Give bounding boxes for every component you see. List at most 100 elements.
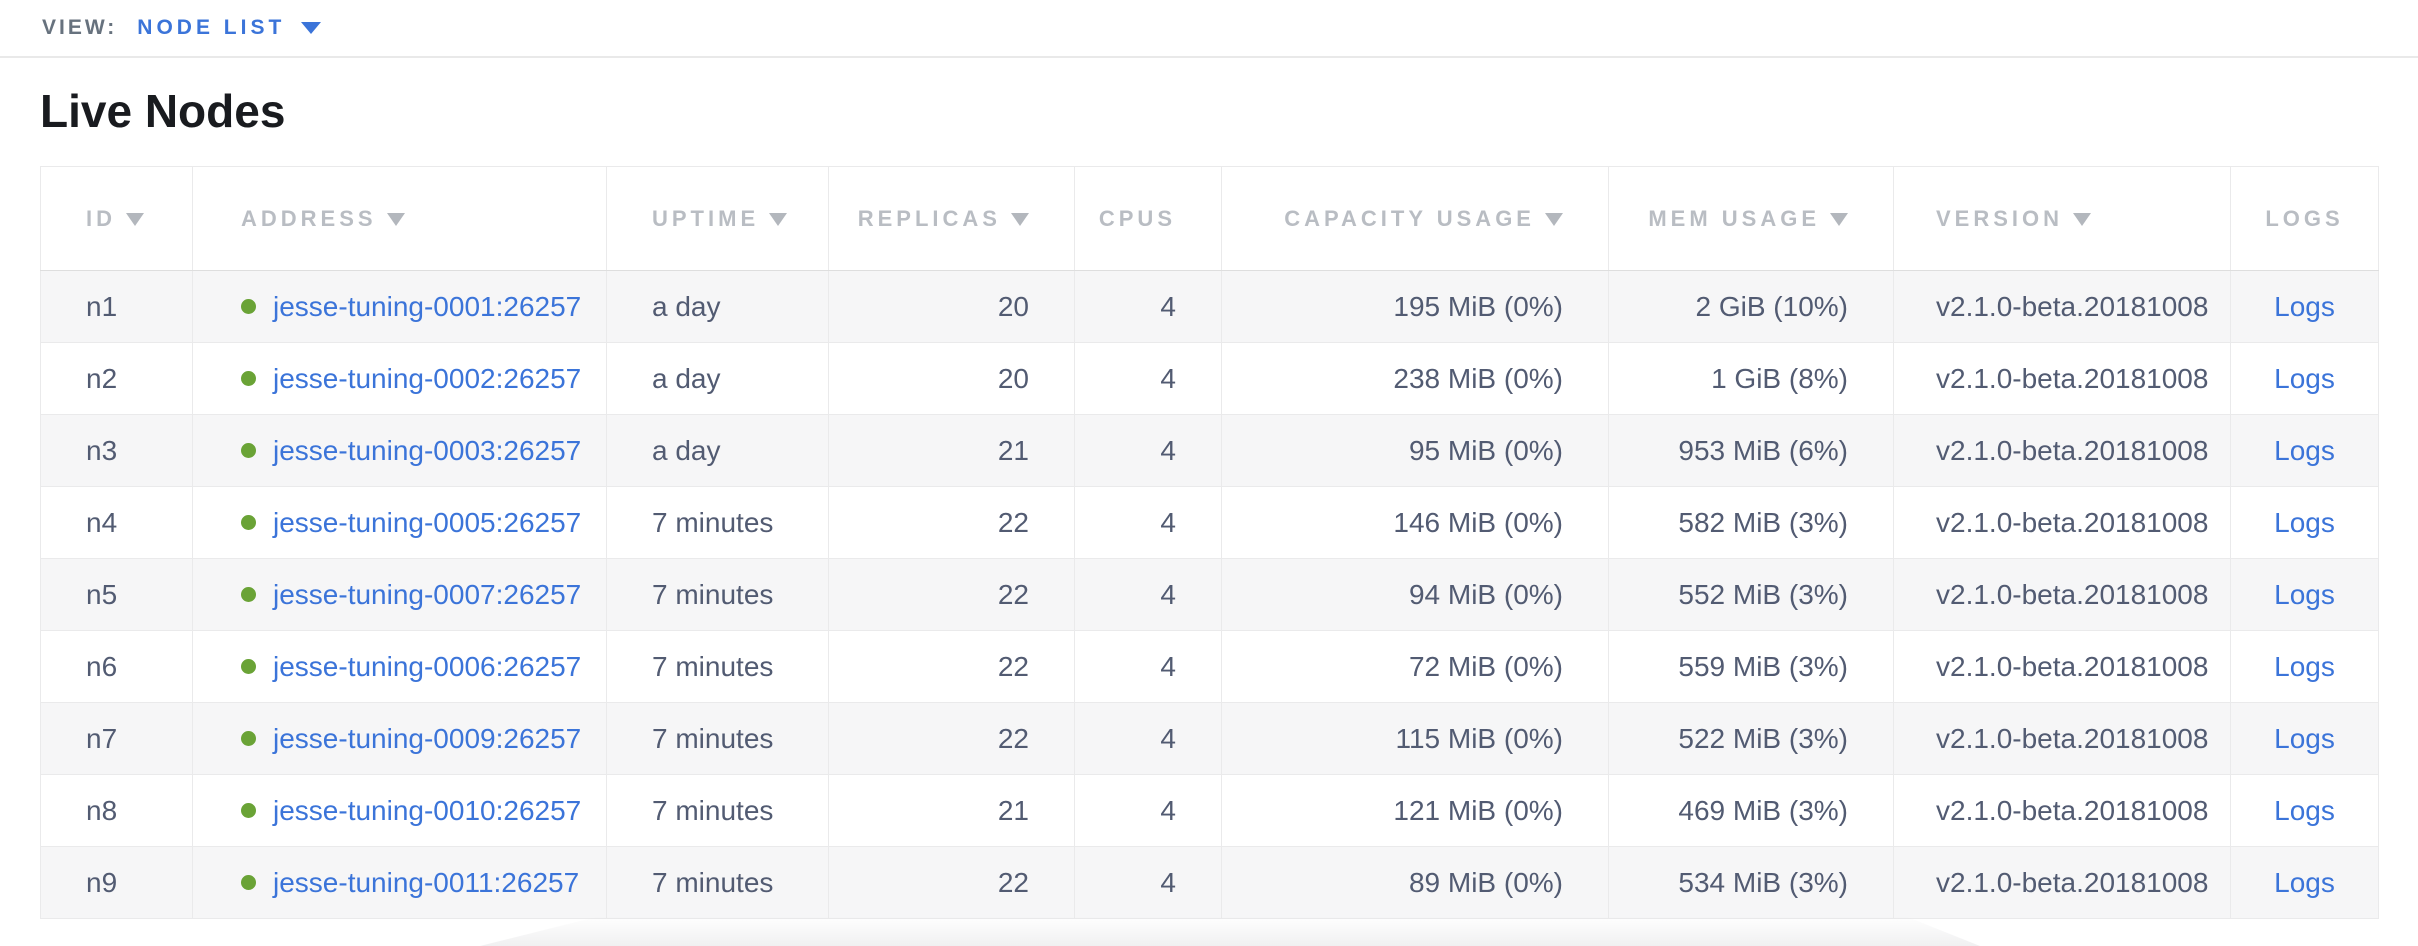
node-logs-link[interactable]: Logs (2274, 290, 2335, 322)
node-capacity-usage: 195 MiB (0%) (1393, 290, 1563, 322)
node-mem-usage: 552 MiB (3%) (1678, 578, 1848, 610)
node-version: v2.1.0-beta.20181008 (1936, 722, 2209, 754)
table-row: n7 jesse-tuning-0009:26257 7 minutes 22 … (40, 702, 2379, 775)
node-replicas: 22 (997, 578, 1029, 610)
node-logs-link[interactable]: Logs (2274, 506, 2335, 538)
node-address-link[interactable]: jesse-tuning-0003:26257 (273, 434, 582, 466)
column-header-label: VERSION (1936, 205, 2064, 231)
node-live-status-icon (241, 658, 256, 674)
node-capacity-usage: 146 MiB (0%) (1393, 506, 1563, 538)
view-label: VIEW: (42, 16, 118, 39)
node-address-link[interactable]: jesse-tuning-0001:26257 (273, 290, 582, 322)
node-capacity-usage: 238 MiB (0%) (1393, 362, 1563, 394)
node-address-link[interactable]: jesse-tuning-0002:26257 (273, 362, 582, 394)
node-id: n2 (86, 362, 118, 394)
node-live-status-icon (241, 298, 256, 314)
node-address-link[interactable]: jesse-tuning-0005:26257 (273, 506, 582, 538)
node-address-link[interactable]: jesse-tuning-0006:26257 (273, 650, 582, 682)
node-cpus: 4 (1160, 290, 1176, 322)
node-version: v2.1.0-beta.20181008 (1936, 866, 2209, 898)
column-header-label: MEM USAGE (1648, 205, 1820, 231)
node-uptime: a day (652, 362, 721, 394)
column-header-label: ADDRESS (241, 205, 377, 231)
node-capacity-usage: 95 MiB (0%) (1408, 434, 1563, 466)
node-cpus: 4 (1160, 866, 1176, 898)
node-id: n4 (86, 506, 118, 538)
node-uptime: 7 minutes (652, 650, 774, 682)
column-header-label: ID (86, 205, 116, 231)
table-row: n3 jesse-tuning-0003:26257 a day 21 4 95… (40, 414, 2379, 487)
column-header-label: CPUS (1098, 205, 1176, 231)
node-logs-link[interactable]: Logs (2274, 650, 2335, 682)
column-header[interactable]: LOGS (2230, 166, 2379, 271)
node-id: n7 (86, 722, 118, 754)
node-replicas: 22 (997, 506, 1029, 538)
table-row: n4 jesse-tuning-0005:26257 7 minutes 22 … (40, 486, 2379, 559)
table-row: n9 jesse-tuning-0011:26257 7 minutes 22 … (40, 846, 2379, 919)
node-address-link[interactable]: jesse-tuning-0011:26257 (273, 866, 580, 898)
node-cpus: 4 (1160, 794, 1176, 826)
node-mem-usage: 522 MiB (3%) (1678, 722, 1848, 754)
node-uptime: 7 minutes (652, 866, 774, 898)
column-header[interactable]: ID (40, 166, 193, 271)
node-mem-usage: 1 GiB (8%) (1711, 362, 1848, 394)
view-dropdown-value: NODE LIST (137, 16, 286, 39)
table-row: n6 jesse-tuning-0006:26257 7 minutes 22 … (40, 630, 2379, 703)
table-row: n1 jesse-tuning-0001:26257 a day 20 4 19… (40, 270, 2379, 343)
node-id: n6 (86, 650, 118, 682)
node-address-link[interactable]: jesse-tuning-0010:26257 (273, 794, 582, 826)
node-replicas: 22 (997, 866, 1029, 898)
sort-descending-icon (1830, 212, 1848, 226)
sort-descending-icon (1011, 212, 1029, 226)
node-live-status-icon (241, 730, 256, 746)
node-logs-link[interactable]: Logs (2274, 434, 2335, 466)
node-cpus: 4 (1160, 578, 1176, 610)
node-uptime: 7 minutes (652, 722, 774, 754)
column-header-label: REPLICAS (857, 205, 1001, 231)
node-live-status-icon (241, 514, 256, 530)
node-replicas: 20 (997, 362, 1029, 394)
node-capacity-usage: 89 MiB (0%) (1408, 866, 1563, 898)
node-uptime: 7 minutes (652, 506, 774, 538)
node-capacity-usage: 94 MiB (0%) (1408, 578, 1563, 610)
column-header[interactable]: ADDRESS (192, 166, 607, 271)
node-uptime: 7 minutes (652, 578, 774, 610)
node-capacity-usage: 72 MiB (0%) (1408, 650, 1563, 682)
column-header[interactable]: VERSION (1893, 166, 2231, 271)
node-logs-link[interactable]: Logs (2274, 794, 2335, 826)
node-replicas: 20 (997, 290, 1029, 322)
column-header[interactable]: CPUS (1074, 166, 1222, 271)
node-version: v2.1.0-beta.20181008 (1936, 434, 2209, 466)
table-header-row: ID ADDRESS UPTIME REPLICAS CPUS CAPACITY… (40, 166, 2379, 271)
node-capacity-usage: 121 MiB (0%) (1393, 794, 1563, 826)
column-header[interactable]: UPTIME (606, 166, 829, 271)
node-version: v2.1.0-beta.20181008 (1936, 794, 2209, 826)
node-mem-usage: 953 MiB (6%) (1678, 434, 1848, 466)
node-address-link[interactable]: jesse-tuning-0007:26257 (273, 578, 582, 610)
view-dropdown[interactable]: NODE LIST (137, 16, 322, 40)
node-version: v2.1.0-beta.20181008 (1936, 290, 2209, 322)
table-row: n2 jesse-tuning-0002:26257 a day 20 4 23… (40, 342, 2379, 415)
node-logs-link[interactable]: Logs (2274, 722, 2335, 754)
column-header[interactable]: CAPACITY USAGE (1221, 166, 1609, 271)
node-capacity-usage: 115 MiB (0%) (1395, 722, 1563, 754)
sort-descending-icon (126, 212, 144, 226)
node-mem-usage: 469 MiB (3%) (1678, 794, 1848, 826)
node-id: n1 (86, 290, 118, 322)
node-uptime: a day (652, 290, 721, 322)
node-logs-link[interactable]: Logs (2274, 866, 2335, 898)
node-mem-usage: 2 GiB (10%) (1695, 290, 1849, 322)
sort-descending-icon (386, 212, 405, 226)
node-replicas: 22 (997, 722, 1029, 754)
view-selector-bar: VIEW: NODE LIST (0, 0, 2418, 58)
column-header[interactable]: REPLICAS (828, 166, 1075, 271)
table-row: n5 jesse-tuning-0007:26257 7 minutes 22 … (40, 558, 2379, 631)
page-title: Live Nodes (40, 85, 286, 137)
column-header[interactable]: MEM USAGE (1608, 166, 1894, 271)
node-logs-link[interactable]: Logs (2274, 578, 2335, 610)
node-version: v2.1.0-beta.20181008 (1936, 578, 2209, 610)
dropdown-caret-icon (301, 22, 322, 34)
node-logs-link[interactable]: Logs (2274, 362, 2335, 394)
node-live-status-icon (241, 802, 256, 818)
node-address-link[interactable]: jesse-tuning-0009:26257 (273, 722, 582, 754)
